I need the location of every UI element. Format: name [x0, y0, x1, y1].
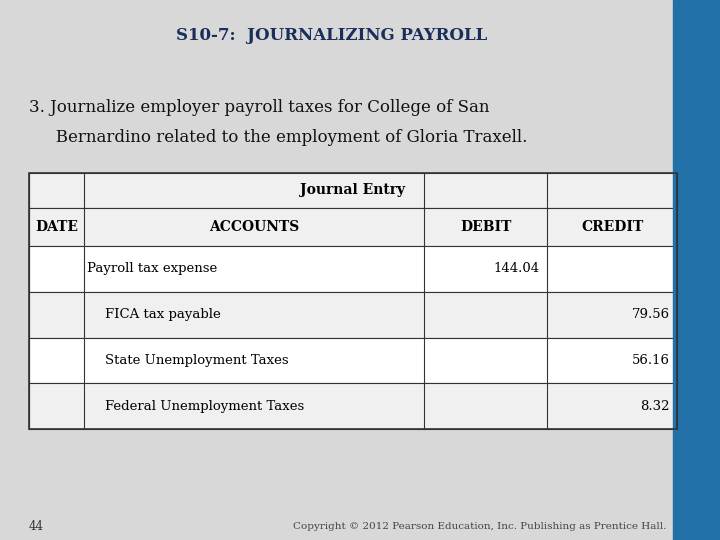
Bar — [673, 0, 720, 540]
Bar — [29, 292, 677, 338]
Text: CREDIT: CREDIT — [581, 220, 643, 234]
Text: 56.16: 56.16 — [631, 354, 670, 367]
Bar — [29, 246, 677, 292]
Text: 144.04: 144.04 — [494, 262, 540, 275]
Text: Bernardino related to the employment of Gloria Traxell.: Bernardino related to the employment of … — [40, 129, 527, 146]
Text: FICA tax payable: FICA tax payable — [106, 308, 221, 321]
Text: 8.32: 8.32 — [640, 400, 670, 413]
Text: ACCOUNTS: ACCOUNTS — [209, 220, 299, 234]
Text: Copyright © 2012 Pearson Education, Inc. Publishing as Prentice Hall.: Copyright © 2012 Pearson Education, Inc.… — [292, 522, 666, 531]
Text: DATE: DATE — [35, 220, 78, 234]
Text: State Unemployment Taxes: State Unemployment Taxes — [106, 354, 289, 367]
Text: Payroll tax expense: Payroll tax expense — [88, 262, 217, 275]
Bar — [29, 173, 677, 429]
Text: Journal Entry: Journal Entry — [300, 184, 405, 197]
Text: DEBIT: DEBIT — [460, 220, 511, 234]
Text: 3. Journalize employer payroll taxes for College of San: 3. Journalize employer payroll taxes for… — [29, 99, 490, 117]
Bar — [29, 383, 677, 429]
Bar — [29, 208, 677, 246]
Text: Federal Unemployment Taxes: Federal Unemployment Taxes — [106, 400, 305, 413]
Bar — [29, 338, 677, 383]
Text: 44: 44 — [29, 520, 44, 533]
Text: S10-7:  JOURNALIZING PAYROLL: S10-7: JOURNALIZING PAYROLL — [176, 26, 487, 44]
Text: 79.56: 79.56 — [631, 308, 670, 321]
Bar — [29, 173, 677, 208]
